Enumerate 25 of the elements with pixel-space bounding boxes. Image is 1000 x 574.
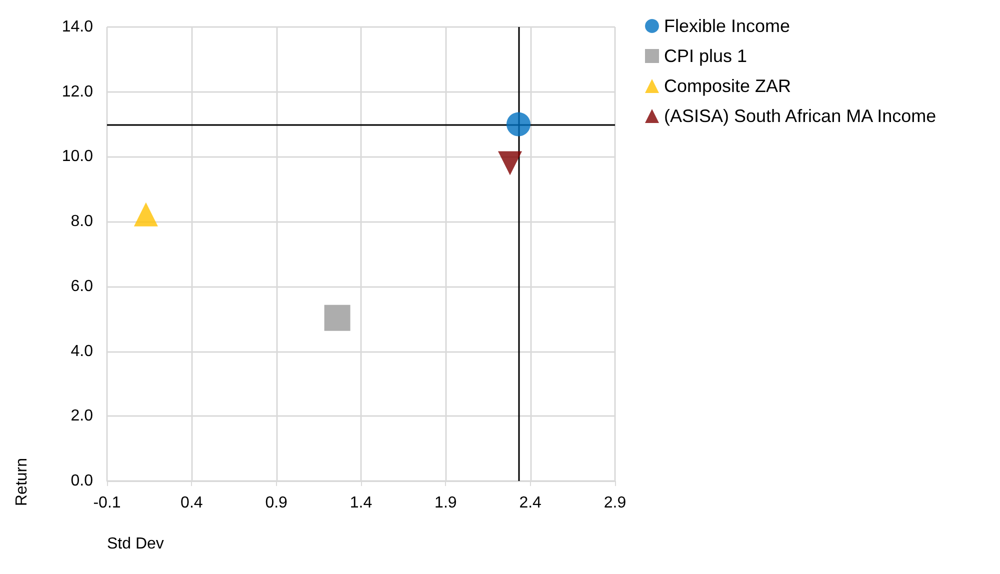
y-tick-label: 12.0	[62, 83, 94, 100]
point	[134, 202, 158, 226]
x-tick-label: 2.9	[604, 494, 626, 512]
y-tick-label: 2.0	[70, 408, 94, 425]
x-tick-label: 0.4	[180, 494, 203, 512]
x-tick-label: 1.9	[434, 494, 457, 512]
y-axis-title: Return	[14, 458, 30, 506]
y-tick-label: 0.0	[70, 472, 94, 490]
x-axis-title: Std Dev	[107, 536, 164, 552]
y-tick-label: 10.0	[62, 148, 94, 166]
point	[498, 151, 522, 176]
legend-label: Composite ZAR	[664, 76, 792, 96]
legend-label: (ASISA) South African MA Income	[664, 106, 936, 126]
point	[324, 304, 350, 331]
y-tick-label: 8.0	[70, 213, 94, 230]
y-tick-label: 6.0	[70, 278, 94, 295]
y-tick-label: 14.0	[62, 18, 94, 36]
x-tick-label: 2.4	[519, 494, 542, 512]
x-tick-label: 1.4	[350, 494, 372, 512]
legend-label: CPI plus 1	[664, 46, 748, 66]
point	[506, 112, 530, 136]
legend-label: Flexible Income	[664, 16, 790, 36]
x-tick-label: -0.1	[93, 494, 121, 512]
y-tick-label: 4.0	[70, 342, 94, 360]
x-tick-label: 0.9	[265, 494, 288, 512]
